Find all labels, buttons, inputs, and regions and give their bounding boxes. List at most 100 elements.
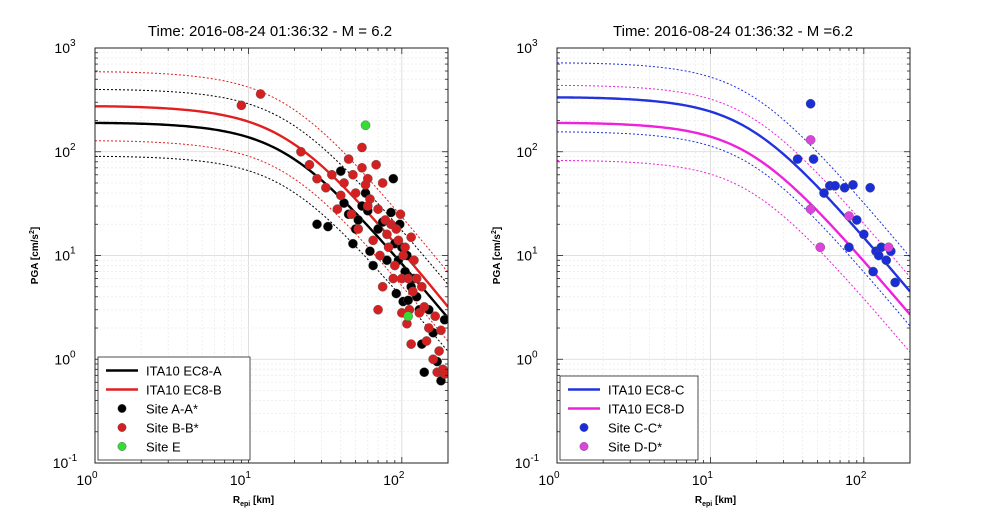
point-site-a-a	[348, 238, 358, 249]
point-site-b-b	[395, 209, 406, 220]
point-site-d-d	[815, 242, 826, 253]
point-site-d-d	[844, 211, 854, 221]
legend-label-site-b-b: Site B-B*	[146, 421, 199, 436]
point-site-b-b	[406, 232, 416, 243]
point-site-a-a	[403, 295, 413, 306]
point-site-b-b	[439, 369, 448, 379]
point-site-a-a	[386, 207, 396, 218]
point-site-c-c	[792, 154, 803, 164]
point-site-b-b	[417, 281, 427, 292]
legend-label-site-d-d: Site D-D*	[608, 440, 662, 455]
legend-label-ita10-ec8-b: ITA10 EC8-B	[146, 383, 222, 398]
point-site-b-b	[411, 273, 422, 284]
point-site-b-b	[393, 235, 404, 246]
point-site-b-b	[398, 250, 408, 261]
y-axis-label: PGA [cm/s2]	[491, 227, 503, 284]
point-site-d-d	[805, 204, 816, 214]
x-tick-label: 102	[845, 470, 867, 488]
y-tick-label: 101	[54, 246, 76, 264]
point-site-d-d	[805, 135, 816, 145]
point-site-b-b	[296, 146, 306, 157]
point-site-b-b	[428, 354, 438, 365]
point-site-b-b	[371, 159, 381, 170]
point-site-c-c	[859, 229, 869, 240]
point-site-c-c	[830, 180, 840, 191]
point-site-b-b	[403, 273, 413, 284]
point-site-a-a	[439, 315, 448, 325]
point-site-a-a	[382, 255, 392, 266]
x-axis-label: Repi [km]	[233, 495, 274, 508]
legend-swatch-site-d-d	[579, 442, 589, 451]
point-site-b-b	[373, 204, 383, 214]
y-tick-label: 101	[516, 246, 538, 264]
x-tick-label: 100	[538, 470, 560, 488]
point-site-b-b	[255, 89, 266, 99]
point-site-b-b	[362, 173, 373, 184]
point-site-a-a	[373, 224, 383, 234]
point-site-b-b	[339, 178, 349, 188]
point-site-c-c	[890, 277, 900, 288]
point-site-a-a	[312, 219, 322, 230]
legend-label-site-e: Site E	[146, 440, 181, 455]
point-site-b-b	[368, 235, 378, 246]
chart-title: Time: 2016-08-24 01:36:32 - M = 6.2	[148, 23, 392, 40]
point-site-b-b	[348, 169, 358, 180]
point-site-b-b	[406, 339, 416, 349]
point-site-c-c	[881, 255, 892, 266]
x-tick-label: 101	[230, 470, 252, 488]
point-site-d-d	[883, 242, 894, 253]
legend-swatch-site-b-b	[117, 423, 127, 432]
point-site-b-b	[357, 142, 367, 153]
point-site-a-a	[388, 173, 399, 184]
point-site-b-b	[408, 286, 418, 297]
point-site-b-b	[424, 323, 434, 333]
point-site-e	[360, 120, 371, 131]
point-site-b-b	[362, 201, 373, 211]
point-site-a-a	[335, 166, 346, 176]
point-site-c-c	[868, 266, 878, 277]
point-site-b-b	[375, 250, 385, 261]
legend-swatch-site-a-a	[117, 404, 127, 413]
point-site-b-b	[400, 242, 410, 253]
point-site-b-b	[436, 325, 446, 336]
curve-ita10-ec8-c-lower	[557, 131, 910, 327]
x-tick-label: 102	[383, 470, 405, 488]
point-site-b-b	[350, 188, 361, 198]
point-site-b-b	[388, 273, 399, 284]
y-tick-label: 103	[516, 38, 538, 56]
y-tick-label: 100	[54, 349, 76, 367]
point-site-c-c	[805, 98, 816, 109]
point-site-c-c	[865, 182, 875, 193]
point-site-b-b	[321, 182, 331, 193]
point-site-b-b	[312, 173, 322, 184]
point-site-b-b	[409, 255, 419, 266]
point-site-a-a	[368, 260, 378, 271]
x-tick-label: 100	[76, 470, 98, 488]
legend-label-ita10-ec8-d: ITA10 EC8-D	[608, 402, 684, 417]
x-tick-label: 101	[692, 470, 714, 488]
point-site-b-b	[327, 169, 337, 180]
legend-label-site-c-c: Site C-C*	[608, 421, 662, 436]
point-site-a-a	[323, 221, 333, 232]
y-tick-label: 102	[54, 142, 76, 160]
point-site-c-c	[844, 242, 854, 253]
y-tick-label: 10-1	[53, 453, 78, 471]
point-site-b-b	[353, 224, 364, 234]
y-tick-label: 10-1	[515, 453, 540, 471]
point-site-c-c	[839, 182, 850, 193]
point-site-b-b	[346, 209, 357, 220]
point-site-b-b	[419, 302, 430, 312]
y-tick-label: 100	[516, 349, 538, 367]
y-tick-label: 102	[516, 142, 538, 160]
x-axis-label: Repi [km]	[695, 495, 736, 508]
legend-label-site-a-a: Site A-A*	[146, 402, 198, 417]
point-site-c-c	[819, 188, 829, 198]
point-site-b-b	[421, 336, 432, 346]
point-site-b-b	[430, 311, 440, 322]
point-site-b-b	[304, 159, 315, 170]
point-site-a-a	[365, 246, 375, 257]
